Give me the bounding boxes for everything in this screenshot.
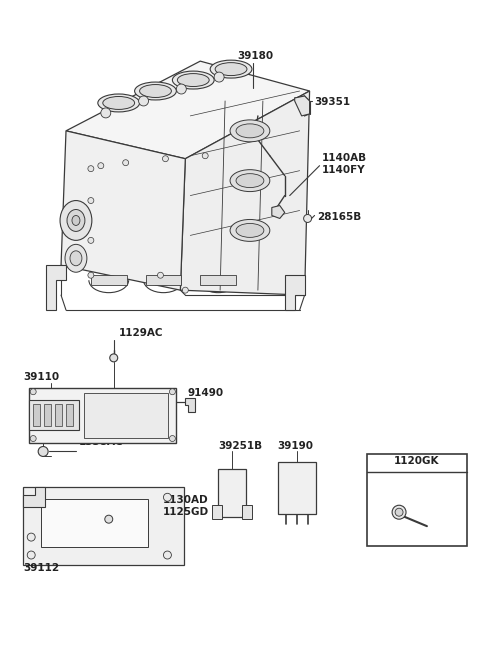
Polygon shape [285, 275, 305, 310]
Circle shape [139, 96, 148, 106]
Polygon shape [185, 398, 195, 411]
Circle shape [176, 84, 186, 94]
Circle shape [169, 388, 175, 395]
Bar [278, 462, 315, 514]
Text: 39180: 39180 [237, 51, 273, 61]
Circle shape [169, 436, 175, 441]
Bar [200, 275, 236, 285]
Text: 1130AD: 1130AD [162, 495, 208, 505]
Ellipse shape [140, 84, 171, 98]
Bar [145, 275, 181, 285]
Text: 1140FY: 1140FY [322, 164, 365, 175]
Text: 1120GK: 1120GK [394, 457, 440, 466]
Circle shape [164, 493, 171, 501]
Bar [91, 275, 127, 285]
Text: 91490: 91490 [187, 388, 223, 398]
Polygon shape [23, 487, 45, 507]
Ellipse shape [236, 124, 264, 138]
Circle shape [392, 505, 406, 519]
Circle shape [186, 399, 192, 405]
Ellipse shape [103, 96, 134, 109]
Text: 39110: 39110 [23, 372, 60, 382]
Ellipse shape [236, 223, 264, 237]
Text: 39251B: 39251B [218, 441, 262, 451]
Circle shape [123, 160, 129, 166]
Ellipse shape [236, 174, 264, 187]
Polygon shape [66, 61, 310, 159]
Circle shape [157, 272, 164, 278]
Ellipse shape [178, 73, 209, 86]
Text: 1129AC: 1129AC [119, 328, 163, 338]
Text: 1338AC: 1338AC [79, 438, 123, 447]
Circle shape [101, 108, 111, 118]
Circle shape [30, 436, 36, 441]
Bar [212, 505, 222, 519]
Ellipse shape [72, 215, 80, 225]
Circle shape [214, 72, 224, 82]
Ellipse shape [210, 60, 252, 78]
Polygon shape [46, 265, 66, 310]
Ellipse shape [60, 200, 92, 240]
Polygon shape [180, 91, 310, 295]
Bar [66, 403, 73, 426]
Circle shape [105, 515, 113, 523]
Circle shape [27, 551, 35, 559]
Circle shape [88, 272, 94, 278]
Text: 28165B: 28165B [318, 212, 362, 223]
Bar [23, 487, 184, 565]
Bar [33, 403, 40, 426]
Text: 39190: 39190 [278, 441, 314, 451]
Circle shape [304, 214, 312, 223]
Ellipse shape [215, 63, 247, 75]
Text: 39351: 39351 [314, 97, 351, 107]
Bar [367, 455, 467, 546]
Circle shape [88, 198, 94, 204]
Circle shape [88, 237, 94, 244]
Bar [55, 403, 62, 426]
Ellipse shape [230, 120, 270, 141]
Ellipse shape [67, 210, 85, 231]
Circle shape [30, 388, 36, 395]
Circle shape [182, 287, 188, 293]
Bar [218, 470, 246, 517]
Polygon shape [295, 96, 310, 116]
Circle shape [110, 354, 118, 362]
Polygon shape [61, 131, 185, 290]
Ellipse shape [65, 244, 87, 272]
Circle shape [27, 533, 35, 541]
Bar [84, 393, 168, 438]
Circle shape [38, 447, 48, 457]
Ellipse shape [230, 219, 270, 241]
Bar [41, 499, 147, 547]
Circle shape [98, 162, 104, 169]
Circle shape [202, 153, 208, 159]
Bar [29, 400, 79, 430]
Text: 1140AB: 1140AB [322, 153, 367, 162]
Polygon shape [272, 206, 285, 219]
Circle shape [395, 508, 403, 516]
Circle shape [164, 551, 171, 559]
Circle shape [162, 156, 168, 162]
Circle shape [88, 166, 94, 172]
Ellipse shape [172, 71, 214, 89]
Text: 1125GD: 1125GD [162, 507, 209, 517]
Ellipse shape [134, 82, 176, 100]
Bar [44, 403, 51, 426]
Ellipse shape [230, 170, 270, 191]
Bar [29, 388, 176, 443]
Ellipse shape [98, 94, 140, 112]
Bar [242, 505, 252, 519]
Ellipse shape [70, 251, 82, 266]
Text: 39112: 39112 [23, 563, 60, 573]
